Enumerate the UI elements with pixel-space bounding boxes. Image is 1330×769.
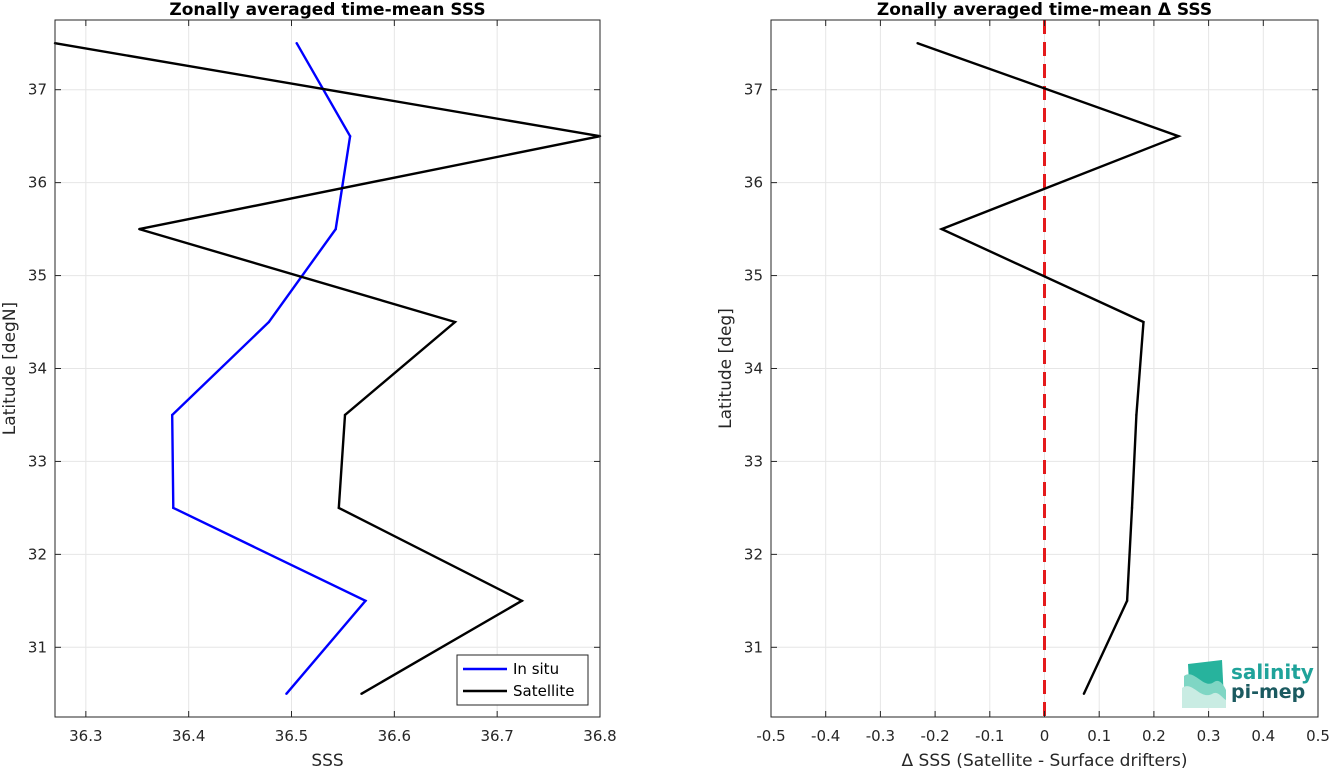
y-axis-label: Latitude [deg] — [716, 308, 736, 429]
x-tick-label: 0.5 — [1306, 727, 1330, 745]
legend-box — [456, 654, 589, 706]
x-tick-label: 36.8 — [583, 727, 616, 745]
y-tick-label: 34 — [28, 360, 47, 378]
y-tick-label: 37 — [28, 81, 47, 99]
data-point — [138, 227, 141, 231]
x-tick-label: 0.3 — [1197, 727, 1221, 745]
legend: In situ Satellite — [456, 654, 589, 706]
data-point — [285, 692, 288, 695]
x-tick-label: 36.4 — [172, 727, 205, 745]
x-tick-label: 0.4 — [1251, 727, 1275, 745]
x-tick-label: -0.3 — [866, 727, 895, 745]
x-tick-label: 0.2 — [1142, 727, 1166, 745]
series-line-satellite — [54, 42, 601, 695]
x-tick-label: -0.1 — [975, 727, 1004, 745]
chart-2: -0.5 -0.4 -0.3 -0.2 -0.1 0 0.1 0.2 0.3 0.4 0.5 31 32… — [716, 0, 1330, 769]
x-tick-label: 36.3 — [69, 727, 102, 745]
y-tick-label: 36 — [744, 174, 763, 192]
y-tick-label: 36 — [28, 174, 47, 192]
data-point — [1130, 506, 1134, 510]
salinity-waves-icon — [1182, 660, 1226, 708]
data-point — [1125, 599, 1129, 603]
y-tick-label: 33 — [744, 452, 763, 470]
series-line-in-situ — [170, 42, 368, 695]
y-axis-label: Latitude [degN] — [0, 302, 20, 435]
data-point — [343, 413, 347, 417]
y-tick-label: 32 — [28, 545, 47, 563]
chart-1: 36.3 36.4 36.5 36.6 36.7 36.8 31 32 33 34 35 36 37 Zo… — [0, 0, 617, 769]
legend-label: Satellite — [513, 682, 574, 700]
data-point — [364, 599, 367, 603]
series-line-delta-sss — [917, 42, 1182, 695]
y-tick-label: 34 — [744, 360, 763, 378]
data-point — [267, 320, 271, 324]
y-tick-label: 37 — [744, 81, 763, 99]
data-point — [172, 506, 175, 510]
x-tick-label: -0.2 — [920, 727, 949, 745]
data-point — [171, 413, 174, 417]
x-tick-label: 36.7 — [480, 727, 513, 745]
data-point — [520, 599, 524, 603]
logo-text-salinity: salinity — [1231, 660, 1314, 684]
logo-text-pimep: pi-mep — [1231, 681, 1305, 703]
x-tick-label: 0 — [1040, 727, 1050, 745]
x-tick-label: -0.5 — [756, 727, 785, 745]
data-point — [334, 227, 337, 231]
x-tick-label: 36.6 — [378, 727, 411, 745]
x-tick-label: -0.4 — [811, 727, 840, 745]
legend-label: In situ — [513, 660, 559, 678]
data-point — [1082, 692, 1086, 695]
x-axis-label: SSS — [311, 751, 343, 769]
x-tick-label: 0.1 — [1087, 727, 1111, 745]
data-point — [295, 42, 298, 45]
data-point — [1142, 320, 1145, 324]
x-axis-label: Δ SSS (Satellite - Surface drifters) — [902, 751, 1188, 769]
data-point — [1177, 134, 1180, 138]
data-point — [916, 42, 919, 45]
chart-title: Zonally averaged time-mean SSS — [169, 0, 485, 20]
y-tick-label: 31 — [28, 638, 47, 656]
y-tick-label: 35 — [28, 267, 47, 285]
y-tick-label: 33 — [28, 452, 47, 470]
y-tick-label: 32 — [744, 545, 763, 563]
x-tick-label: 36.5 — [275, 727, 308, 745]
logo-wave-front — [1182, 686, 1226, 708]
data-point — [940, 227, 943, 231]
y-tick-label: 35 — [744, 267, 763, 285]
data-point — [337, 506, 341, 510]
data-point — [1135, 413, 1138, 417]
data-point — [348, 134, 352, 138]
data-point — [453, 320, 457, 324]
y-tick-label: 31 — [744, 638, 763, 656]
chart-title: Zonally averaged time-mean Δ SSS — [877, 0, 1212, 20]
data-point — [360, 692, 363, 695]
